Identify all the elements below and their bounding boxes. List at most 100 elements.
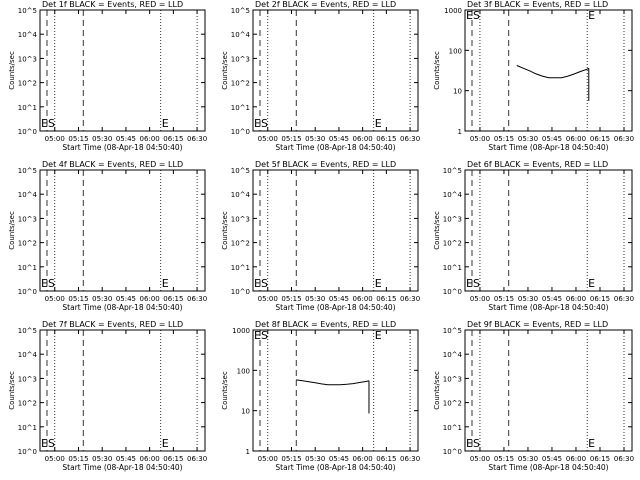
panel-title: Det 5f BLACK = Events, RED = LLD (255, 160, 396, 169)
marker-es: ES (254, 117, 268, 130)
x-tick-label: 05:30 (92, 455, 112, 463)
y-axis-label: Counts/sec (221, 51, 229, 90)
x-tick-label: 06:15 (163, 295, 183, 303)
plot-frame (464, 169, 633, 292)
plot-frame (252, 169, 419, 292)
y-axis-label: Counts/sec (221, 371, 229, 410)
panel-det-3: Det 3f BLACK = Events, RED = LLD 1 10 100 10… (433, 0, 634, 152)
x-tick-label: 05:45 (329, 135, 349, 143)
x-tick-label: 05:00 (258, 455, 278, 463)
x-tick-label: 05:00 (45, 135, 65, 143)
y-axis-label: Counts/sec (433, 371, 441, 410)
y-tick-label: 10^0 (231, 288, 250, 296)
y-tick-label: 10^2 (18, 240, 37, 248)
x-tick-label: 05:45 (116, 455, 136, 463)
y-axis-label: Counts/sec (8, 51, 16, 90)
y-tick-label: 1 (458, 128, 462, 136)
x-tick-label: 05:00 (45, 455, 65, 463)
panel-det-7: Det 7f BLACK = Events, RED = LLD 10^0 10^1… (8, 320, 207, 472)
x-axis-label: Start Time (08-Apr-18 04:50:40) (275, 463, 395, 472)
marker-e: E (162, 117, 169, 130)
panel-title: Det 2f BLACK = Events, RED = LLD (255, 0, 396, 9)
x-tick-label: 05:45 (116, 135, 136, 143)
x-tick-label: 05:30 (92, 295, 112, 303)
marker-es: ES (254, 277, 268, 290)
x-tick-label: 05:30 (305, 135, 325, 143)
y-tick-label: 10^1 (231, 104, 250, 112)
x-tick-label: 06:15 (590, 295, 610, 303)
marker-es: ES (41, 117, 55, 130)
panel-det-4: Det 4f BLACK = Events, RED = LLD 10^0 10^1… (8, 160, 207, 312)
y-tick-label: 100 (237, 367, 250, 375)
y-tick-label: 10^5 (443, 167, 462, 175)
x-axis-label: Start Time (08-Apr-18 04:50:40) (275, 303, 395, 312)
x-tick-label: 06:00 (140, 455, 160, 463)
x-tick-label: 06:15 (590, 455, 610, 463)
x-tick-label: 05:15 (281, 455, 301, 463)
y-tick-label: 10^0 (18, 128, 37, 136)
panel-title: Det 8f BLACK = Events, RED = LLD (255, 320, 396, 329)
x-tick-label: 06:30 (614, 135, 634, 143)
panel-det-1: Det 1f BLACK = Events, RED = LLD 10^0 10^1… (8, 0, 207, 152)
y-tick-label: 10^4 (18, 31, 38, 39)
y-tick-label: 10^3 (18, 375, 37, 383)
y-tick-label: 10^3 (231, 215, 250, 223)
panel-title: Det 4f BLACK = Events, RED = LLD (42, 160, 183, 169)
y-tick-label: 10^0 (18, 448, 37, 456)
panel-title: Det 9f BLACK = Events, RED = LLD (467, 320, 608, 329)
marker-e: E (375, 117, 382, 130)
panel-title: Det 7f BLACK = Events, RED = LLD (42, 320, 183, 329)
x-tick-label: 05:15 (494, 295, 514, 303)
x-tick-label: 05:00 (470, 455, 490, 463)
x-tick-label: 06:00 (566, 455, 586, 463)
x-tick-label: 06:15 (163, 455, 183, 463)
marker-es: ES (466, 277, 480, 290)
x-tick-label: 06:15 (376, 135, 396, 143)
plot-frame (39, 329, 206, 452)
y-tick-label: 10^2 (443, 400, 462, 408)
y-tick-label: 10^4 (231, 191, 251, 199)
x-tick-label: 06:00 (353, 135, 373, 143)
panel-det-2: Det 2f BLACK = Events, RED = LLD 10^0 10^1… (221, 0, 420, 152)
x-tick-label: 05:00 (45, 295, 65, 303)
panel-title: Det 3f BLACK = Events, RED = LLD (467, 0, 608, 9)
marker-es: ES (41, 437, 55, 450)
x-tick-label: 06:30 (400, 135, 420, 143)
y-axis-label: Counts/sec (433, 211, 441, 250)
y-tick-label: 10^3 (443, 375, 462, 383)
x-tick-label: 06:30 (187, 455, 207, 463)
x-tick-label: 06:30 (400, 455, 420, 463)
y-tick-label: 10^5 (18, 167, 37, 175)
y-tick-label: 10^1 (18, 424, 37, 432)
x-axis-label: Start Time (08-Apr-18 04:50:40) (62, 303, 182, 312)
y-tick-label: 10^0 (443, 288, 462, 296)
y-tick-label: 1 (246, 448, 250, 456)
x-tick-label: 06:15 (376, 295, 396, 303)
y-axis-label: Counts/sec (8, 371, 16, 410)
y-tick-label: 100 (449, 47, 462, 55)
y-tick-label: 10^1 (443, 264, 462, 272)
y-tick-label: 10^3 (18, 55, 37, 63)
x-tick-label: 05:15 (494, 135, 514, 143)
y-tick-label: 10^1 (18, 104, 37, 112)
plot-frame (39, 169, 206, 292)
events-series-line (296, 379, 370, 386)
x-tick-label: 05:45 (542, 135, 562, 143)
y-tick-label: 1000 (232, 327, 250, 335)
x-tick-label: 06:00 (566, 295, 586, 303)
marker-es: ES (466, 437, 480, 450)
y-tick-label: 10^4 (443, 191, 463, 199)
x-axis-label: Start Time (08-Apr-18 04:50:40) (488, 143, 608, 152)
x-axis-label: Start Time (08-Apr-18 04:50:40) (62, 463, 182, 472)
x-tick-label: 05:45 (329, 455, 349, 463)
marker-es: ES (254, 329, 268, 342)
y-tick-label: 10^4 (443, 351, 463, 359)
x-axis-label: Start Time (08-Apr-18 04:50:40) (488, 463, 608, 472)
x-axis-label: Start Time (08-Apr-18 04:50:40) (62, 143, 182, 152)
x-tick-label: 05:00 (470, 135, 490, 143)
x-tick-label: 06:30 (187, 135, 207, 143)
y-tick-label: 10^2 (18, 400, 37, 408)
x-tick-label: 05:30 (92, 135, 112, 143)
x-tick-label: 05:30 (518, 135, 538, 143)
x-tick-label: 05:00 (258, 135, 278, 143)
